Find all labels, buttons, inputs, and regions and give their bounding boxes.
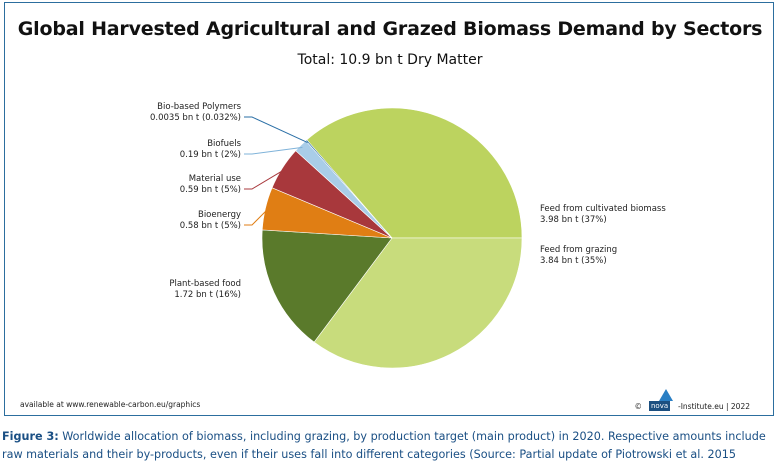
slice-label-name: Bioenergy [198,210,241,220]
caption-line-1: Worldwide allocation of biomass, includi… [58,430,766,443]
leader-line [244,146,303,155]
leader-line [244,208,269,226]
copyright-symbol: © [634,401,643,411]
slice-label-name: Plant-based food [169,279,241,289]
slice-label-value: 3.84 bn t (35%) [540,256,607,266]
slice-label-name: Feed from cultivated biomass [540,204,666,214]
caption-line-2: raw materials and their by-products, eve… [2,448,736,461]
slice-label-value: 0.19 bn t (2%) [180,150,241,160]
slice-label-value: 0.59 bn t (5%) [180,185,241,195]
source-note: available at www.renewable-carbon.eu/gra… [20,400,201,409]
chart-title: Global Harvested Agricultural and Grazed… [17,18,763,40]
slice-label-value: 0.58 bn t (5%) [180,221,241,231]
slice-label-name: Biofuels [207,139,241,149]
pie-slice-feed-from-cultivated-biomass [305,107,523,239]
figure-caption: Figure 3: Worldwide allocation of biomas… [2,428,778,464]
slice-label-name: Feed from grazing [540,245,617,255]
pie-slice-bio-based-polymers [305,139,393,239]
leader-line [244,116,308,143]
slice-label-value: 0.0035 bn t (0.032%) [150,113,241,123]
leader-line [244,169,285,190]
nova-logo-icon: nova [645,389,675,413]
nova-logo-wing [659,389,673,401]
slice-label-value: 1.72 bn t (16%) [174,290,241,300]
credit-text: -Institute.eu | 2022 [678,401,750,411]
pie-slices [261,107,523,369]
pie-slice-plant-based-food [261,229,393,343]
slice-label-value: 3.98 bn t (37%) [540,215,607,225]
credit-block: © nova -Institute.eu | 2022 [634,389,750,413]
caption-label: Figure 3: [2,430,59,443]
chart-subtitle: Total: 10.9 bn t Dry Matter [297,52,483,68]
pie-slice-feed-from-grazing [313,237,523,369]
nova-logo-text: nova [649,401,671,411]
slice-label-name: Material use [189,174,241,184]
slice-label-name: Bio-based Polymers [157,102,241,112]
